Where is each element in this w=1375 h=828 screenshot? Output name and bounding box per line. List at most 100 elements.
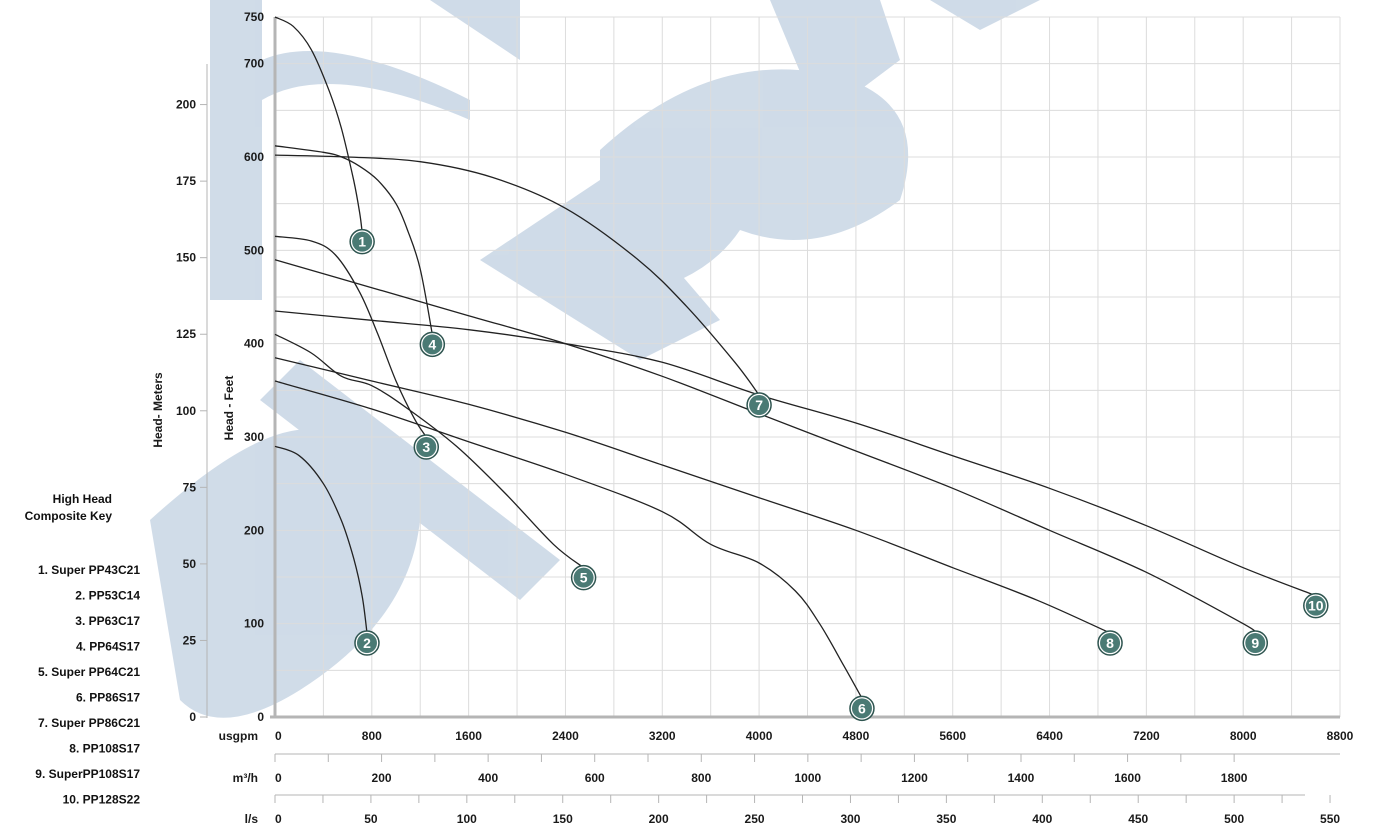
- meters-tick-label: 125: [176, 327, 196, 341]
- x-axis-unit-2: l/s: [245, 812, 259, 826]
- x-tick-label: 250: [745, 812, 765, 826]
- composite-key: High Head Composite Key 1. Super PP43C21 2.…: [25, 492, 141, 807]
- marker-label: 1: [358, 234, 366, 250]
- chart-axes: 0100200300400500600700750025507510012515…: [151, 10, 1354, 826]
- x-tick-label: 1200: [901, 771, 928, 785]
- marker-label: 8: [1106, 635, 1114, 651]
- chart-grid: [274, 16, 1341, 718]
- key-title: Composite Key: [25, 509, 113, 523]
- marker-7: 7: [746, 392, 772, 418]
- x-tick-label: 200: [649, 812, 669, 826]
- x-tick-label: 1600: [1114, 771, 1141, 785]
- x-tick-label: 2400: [552, 729, 579, 743]
- meters-tick-label: 75: [183, 480, 197, 494]
- marker-6: 6: [849, 695, 875, 722]
- marker-label: 5: [580, 570, 588, 586]
- marker-3: 3: [413, 434, 440, 460]
- x-tick-label: 3200: [649, 729, 676, 743]
- x-tick-label: 1800: [1221, 771, 1248, 785]
- meters-axis-title: Head- Meters: [151, 372, 165, 448]
- curve-6: [274, 380, 863, 699]
- x-tick-label: 400: [1032, 812, 1052, 826]
- marker-label: 9: [1251, 635, 1259, 651]
- marker-disc: [749, 395, 770, 415]
- key-item: 10. PP128S22: [63, 793, 141, 807]
- marker-disc: [1245, 633, 1266, 653]
- feet-tick-label: 0: [257, 710, 264, 724]
- x-tick-label: 800: [691, 771, 711, 785]
- marker-9: 9: [1242, 630, 1269, 656]
- curve-1: [274, 16, 363, 232]
- meters-tick-label: 200: [176, 98, 196, 112]
- meters-tick-label: 50: [183, 557, 197, 571]
- meters-tick-label: 0: [189, 710, 196, 724]
- curve-10: [274, 310, 1317, 597]
- marker-disc: [1305, 595, 1326, 616]
- x-tick-label: 8000: [1230, 729, 1257, 743]
- marker-4: 4: [419, 331, 446, 358]
- key-item: 5. Super PP64C21: [38, 665, 140, 679]
- x-tick-label: 350: [936, 812, 956, 826]
- marker-2: 2: [354, 630, 380, 656]
- marker-label: 6: [858, 700, 866, 716]
- marker-label: 3: [422, 439, 430, 455]
- bekenn-logo-watermark-icon: [150, 0, 1040, 718]
- x-tick-label: 0: [275, 729, 282, 743]
- x-tick-label: 50: [364, 812, 378, 826]
- feet-tick-label: 400: [244, 337, 264, 351]
- curve-9: [274, 259, 1257, 634]
- key-item: 8. PP108S17: [69, 742, 140, 756]
- key-item: 9. SuperPP108S17: [35, 767, 140, 781]
- key-item: 2. PP53C14: [75, 589, 140, 603]
- pump-curves: [274, 16, 1317, 699]
- x-tick-label: 0: [275, 771, 282, 785]
- marker-disc: [851, 698, 872, 719]
- meters-tick-label: 150: [176, 251, 196, 265]
- x-tick-label: 600: [585, 771, 605, 785]
- x-tick-label: 4000: [746, 729, 773, 743]
- x-axis-unit-1: m³/h: [233, 771, 258, 785]
- key-item: 4. PP64S17: [76, 640, 140, 654]
- marker-label: 7: [755, 397, 763, 413]
- curve-2: [274, 445, 368, 634]
- curve-5: [274, 333, 584, 569]
- meters-tick-label: 100: [176, 404, 196, 418]
- x-tick-label: 7200: [1133, 729, 1160, 743]
- key-item: 3. PP63C17: [75, 614, 140, 628]
- x-tick-label: 1000: [794, 771, 821, 785]
- x-tick-label: 400: [478, 771, 498, 785]
- meters-tick-label: 25: [183, 633, 197, 647]
- meters-tick-label: 175: [176, 174, 196, 188]
- marker-label: 10: [1308, 598, 1324, 614]
- marker-disc: [356, 633, 377, 653]
- x-tick-label: 200: [372, 771, 392, 785]
- feet-tick-label: 300: [244, 430, 264, 444]
- feet-tick-label: 500: [244, 243, 264, 257]
- curve-markers: 1 2 3 4 5 6 7 8 9 10: [349, 228, 1329, 722]
- feet-axis-title: Head - Feet: [222, 376, 236, 441]
- feet-tick-label: 750: [244, 10, 264, 24]
- marker-5: 5: [570, 564, 597, 591]
- key-item: 7. Super PP86C21: [38, 716, 140, 730]
- marker-disc: [352, 231, 373, 252]
- x-tick-label: 4800: [843, 729, 870, 743]
- marker-disc: [1100, 633, 1121, 653]
- marker-label: 4: [428, 336, 436, 352]
- x-tick-label: 0: [275, 812, 282, 826]
- feet-tick-label: 600: [244, 150, 264, 164]
- marker-disc: [573, 567, 594, 588]
- x-tick-label: 1400: [1008, 771, 1035, 785]
- x-tick-label: 450: [1128, 812, 1148, 826]
- x-tick-label: 5600: [939, 729, 966, 743]
- marker-disc: [416, 437, 437, 457]
- x-tick-label: 150: [553, 812, 573, 826]
- x-tick-label: 800: [362, 729, 382, 743]
- marker-8: 8: [1097, 630, 1123, 656]
- x-tick-label: 8800: [1327, 729, 1354, 743]
- feet-tick-label: 200: [244, 523, 264, 537]
- feet-tick-label: 100: [244, 617, 264, 631]
- x-tick-label: 6400: [1036, 729, 1063, 743]
- marker-10: 10: [1303, 592, 1329, 619]
- curve-4: [274, 145, 433, 335]
